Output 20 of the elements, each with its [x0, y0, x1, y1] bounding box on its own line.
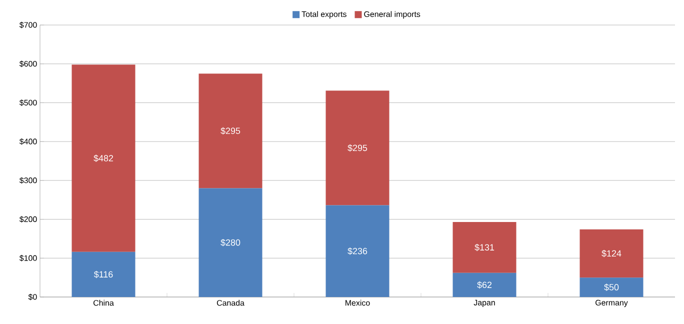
bar: [198, 74, 262, 188]
data-label: $482: [94, 154, 114, 162]
data-label: $295: [220, 127, 240, 135]
data-label: $116: [94, 270, 113, 278]
data-label: $124: [602, 250, 622, 258]
bar: [198, 188, 262, 297]
bar: [580, 278, 644, 297]
data-label: $280: [220, 238, 240, 246]
data-label: $131: [474, 244, 494, 252]
bar: [452, 272, 516, 297]
bar: [72, 252, 136, 297]
bar: [326, 205, 390, 297]
bar: [580, 229, 644, 278]
bar: [452, 222, 516, 273]
bar: [326, 90, 390, 206]
data-label: $236: [348, 248, 368, 255]
data-label: $295: [348, 144, 368, 152]
data-label: $62: [477, 281, 492, 289]
bar: [72, 64, 136, 252]
data-label: $50: [604, 284, 619, 291]
